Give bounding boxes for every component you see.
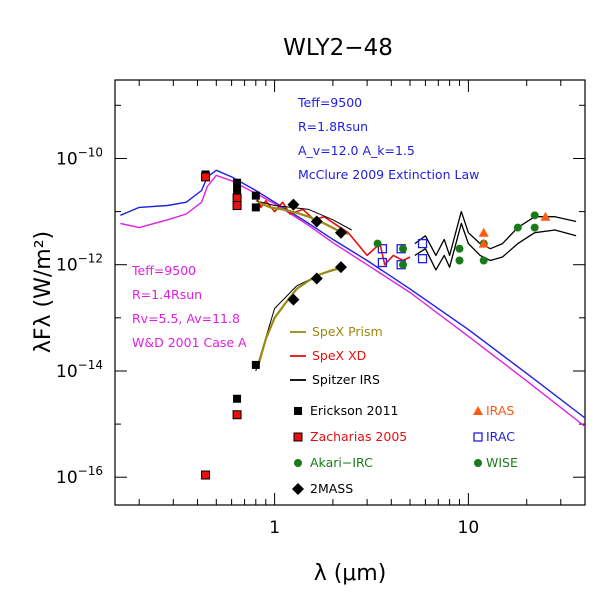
iras-point bbox=[478, 238, 489, 248]
annotation-magenta-line: R=1.4Rsun bbox=[132, 287, 202, 302]
y-tick-label: 10−10 bbox=[56, 145, 103, 169]
akari-point bbox=[455, 244, 464, 253]
legend-marker-swatch bbox=[473, 406, 483, 415]
irac-point bbox=[377, 257, 388, 268]
annotation-magenta-line: Teff=9500 bbox=[131, 263, 196, 278]
legend-marker-label: WISE bbox=[486, 455, 518, 470]
legend-marker-label: Erickson 2011 bbox=[310, 403, 399, 418]
zacharias-point bbox=[201, 172, 211, 182]
erickson-point bbox=[233, 178, 242, 187]
legend-marker-swatch bbox=[293, 432, 303, 442]
zacharias-point bbox=[201, 470, 211, 480]
x-tick-label: 1 bbox=[269, 518, 280, 538]
wise-point bbox=[399, 260, 408, 269]
legend-marker-swatch bbox=[474, 459, 482, 467]
legend-marker-label: 2MASS bbox=[310, 481, 353, 496]
akari-point bbox=[455, 256, 464, 265]
x-tick-label: 10 bbox=[458, 518, 480, 538]
spitzer-irs-lower-line bbox=[414, 222, 577, 271]
zacharias-point bbox=[232, 410, 242, 420]
legend-marker-swatch bbox=[294, 407, 302, 415]
wise-point bbox=[373, 239, 382, 248]
wise-point bbox=[399, 244, 408, 253]
wise-point bbox=[479, 256, 488, 265]
y-tick-label: 10−14 bbox=[56, 358, 103, 382]
iras-point bbox=[540, 211, 551, 221]
spitzer-irs-upper-line bbox=[414, 210, 577, 257]
annotation-blue-line: A_v=12.0 A_k=1.5 bbox=[298, 143, 415, 158]
irac-point bbox=[377, 244, 388, 254]
erickson-point bbox=[251, 203, 260, 212]
iras-point bbox=[478, 227, 489, 237]
irac-point bbox=[417, 238, 428, 249]
wise-point bbox=[530, 211, 539, 220]
legend-marker-swatch bbox=[473, 432, 483, 442]
legend-marker-swatch bbox=[294, 459, 302, 467]
zacharias-point bbox=[232, 201, 242, 211]
annotation-magenta-line: W&D 2001 Case A bbox=[132, 335, 247, 350]
erickson-point bbox=[251, 191, 260, 200]
twomass-point bbox=[334, 226, 347, 239]
twomass-point bbox=[287, 198, 300, 211]
legend: SpeX Prism SpeX XD Spitzer IRS Erickson 201… bbox=[290, 324, 518, 496]
legend-line-label: SpeX XD bbox=[312, 348, 366, 363]
spex-prism-lower-line bbox=[256, 266, 345, 368]
annotation-blue-line: McClure 2009 Extinction Law bbox=[298, 167, 479, 182]
model-fit-upper-line bbox=[255, 200, 352, 231]
akari-point bbox=[513, 223, 522, 232]
legend-line-label: Spitzer IRS bbox=[312, 372, 380, 387]
x-axis-label: λ (μm) bbox=[314, 561, 387, 586]
erickson-point bbox=[233, 186, 242, 195]
legend-marker-label: Zacharias 2005 bbox=[310, 429, 407, 444]
legend-marker-label: IRAC bbox=[486, 429, 515, 444]
y-tick-label: 10−16 bbox=[56, 464, 103, 488]
annotation-magenta-line: Rv=5.5, Av=11.8 bbox=[132, 311, 240, 326]
erickson-point bbox=[233, 394, 242, 403]
erickson-point bbox=[251, 360, 260, 369]
legend-marker-label: IRAS bbox=[486, 403, 514, 418]
irac-point bbox=[417, 254, 428, 264]
legend-marker-swatch bbox=[292, 483, 304, 495]
twomass-point bbox=[287, 293, 300, 306]
plot-frame bbox=[114, 79, 586, 506]
twomass-point bbox=[310, 215, 323, 228]
twomass-point bbox=[334, 261, 347, 274]
legend-line-label: SpeX Prism bbox=[312, 324, 383, 339]
legend-marker-label: Akari−IRC bbox=[310, 455, 373, 470]
zacharias-point bbox=[232, 193, 242, 203]
plot-area bbox=[120, 169, 586, 480]
y-axis-label: λFλ (W/m²) bbox=[31, 231, 56, 353]
annotation-blue-line: Teff=9500 bbox=[297, 95, 362, 110]
y-tick-label: 10−12 bbox=[56, 252, 103, 276]
spex-prism-upper-line bbox=[257, 201, 349, 235]
annotation-blue-line: R=1.8Rsun bbox=[298, 119, 368, 134]
model-blue-line bbox=[120, 169, 586, 419]
wise-point bbox=[530, 223, 539, 232]
twomass-point bbox=[310, 272, 323, 285]
chart-title: WLY2−48 bbox=[283, 35, 393, 61]
axis-ticks: 1 10 10−16 10−14 10−12 10−10 bbox=[56, 80, 586, 538]
annotations: Teff=9500 R=1.8Rsun A_v=12.0 A_k=1.5 McClur… bbox=[131, 95, 479, 350]
